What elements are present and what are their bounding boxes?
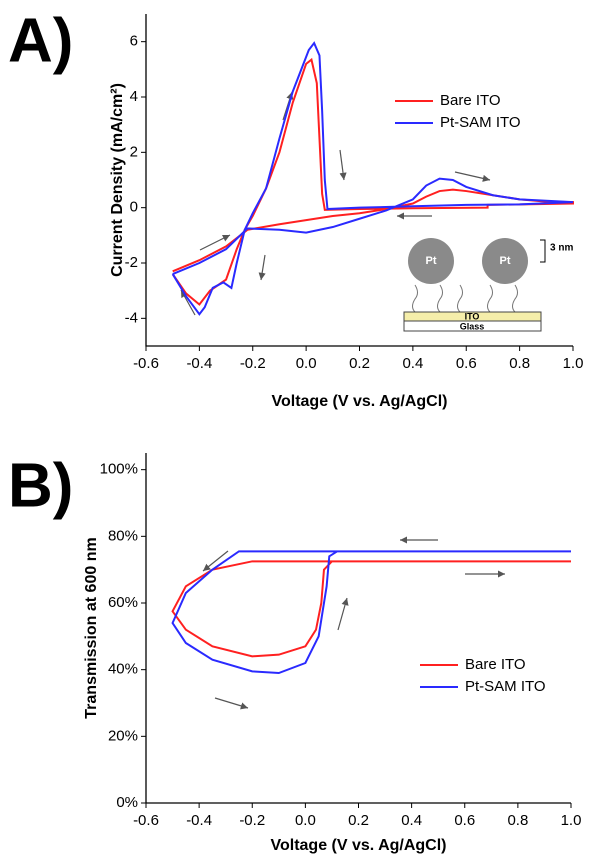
inset-label: Pt <box>500 255 511 267</box>
x-axis-label: Voltage (V vs. Ag/AgCl) <box>270 837 446 854</box>
inset: Pt Pt 3 nm ITO Glass <box>403 238 573 332</box>
x-axis-label: Voltage (V vs. Ag/AgCl) <box>271 393 447 410</box>
x-tick-label: 0.8 <box>509 355 530 372</box>
data-line <box>171 560 571 658</box>
x-tick-label: -0.2 <box>239 812 265 829</box>
x-tick-label: -0.4 <box>186 355 212 372</box>
x-tick-label: 1.0 <box>561 812 582 829</box>
x-tick-label: -0.4 <box>186 812 212 829</box>
x-tick-label: 0.6 <box>454 812 475 829</box>
y-tick-label: -2 <box>125 254 138 271</box>
x-tick-label: 0.0 <box>295 812 316 829</box>
legend-label: Bare ITO <box>440 92 501 109</box>
x-tick-label: 0.2 <box>348 812 369 829</box>
legend-label: Bare ITO <box>465 656 526 673</box>
axis <box>145 453 571 804</box>
x-tick-label: 0.4 <box>401 812 422 829</box>
x-tick-label: 0.2 <box>349 355 370 372</box>
data-line <box>171 41 574 316</box>
y-axis-label: Current Density (mA/cm²) <box>109 83 126 277</box>
x-tick-label: 0.0 <box>296 355 317 372</box>
inset-label: Pt <box>426 255 437 267</box>
x-tick-label: -0.2 <box>240 355 266 372</box>
arrows <box>180 91 505 710</box>
y-tick-label: 80% <box>108 527 138 544</box>
inset-label: ITO <box>465 311 480 321</box>
y-tick-label: 40% <box>108 661 138 678</box>
x-tick-label: 1.0 <box>563 355 584 372</box>
y-tick-label: 0 <box>130 199 138 216</box>
data-line <box>171 550 571 675</box>
panel-label: B) <box>8 451 73 520</box>
data-line <box>171 57 574 306</box>
x-tick-label: 0.8 <box>507 812 528 829</box>
y-tick-label: -4 <box>125 309 138 326</box>
legend-label: Pt-SAM ITO <box>440 114 521 131</box>
y-tick-label: 6 <box>130 33 138 50</box>
x-tick-label: 0.6 <box>456 355 477 372</box>
x-tick-label: 0.4 <box>402 355 423 372</box>
x-tick-label: -0.6 <box>133 355 159 372</box>
inset-label: 3 nm <box>550 243 573 254</box>
y-axis-label: Transmission at 600 nm <box>83 537 100 718</box>
y-tick-label: 0% <box>116 794 138 811</box>
x-tick-label: -0.6 <box>133 812 159 829</box>
y-tick-label: 20% <box>108 727 138 744</box>
panel-label: A) <box>8 6 73 75</box>
y-tick-label: 100% <box>100 461 138 478</box>
y-tick-label: 4 <box>130 88 138 105</box>
inset-label: Glass <box>460 321 485 331</box>
y-tick-label: 60% <box>108 594 138 611</box>
y-tick-label: 2 <box>130 143 138 160</box>
legend-label: Pt-SAM ITO <box>465 678 546 695</box>
